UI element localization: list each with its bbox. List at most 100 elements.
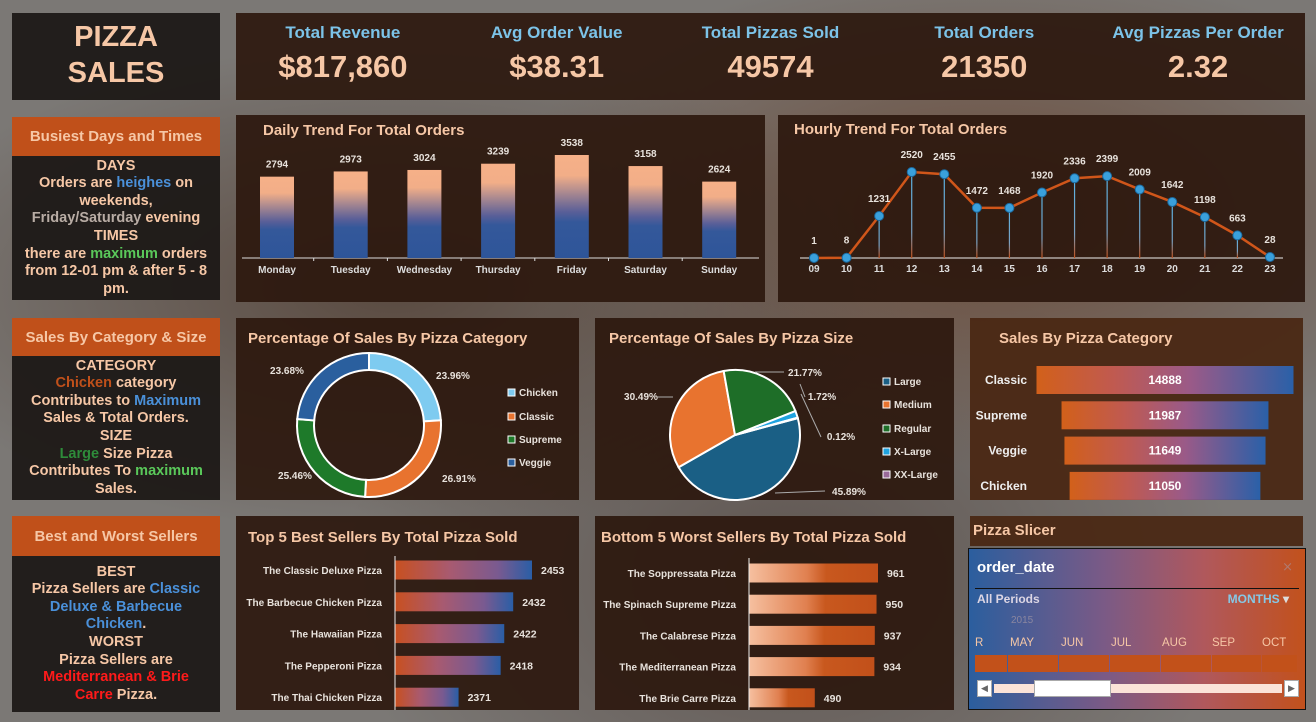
bar — [260, 176, 294, 258]
data-label: 2371 — [468, 692, 492, 704]
data-label: 8 — [844, 236, 850, 247]
time-level-dropdown[interactable]: MONTHS ▾ — [1228, 592, 1289, 606]
category-label: Veggie — [988, 444, 1027, 458]
slicer-panel-title: Pizza Slicer — [973, 522, 1056, 539]
category-donut-chart: 23.96% 26.91% 25.46% 23.68% Chicken Classic Su… — [270, 351, 562, 498]
scroll-track[interactable] — [994, 684, 1282, 693]
title-line1: PIZZA — [74, 21, 158, 53]
x-tick-label: 10 — [841, 264, 853, 275]
timeline-scrollbar[interactable]: ◀ ▶ — [977, 680, 1299, 697]
donut-slice — [296, 417, 368, 498]
category-label: The Barbecue Chicken Pizza — [246, 598, 382, 609]
drop-line — [943, 174, 945, 258]
category-label: The Mediterranean Pizza — [619, 663, 736, 674]
category-label: Classic — [985, 373, 1027, 387]
bar — [395, 592, 514, 612]
title-line2: SALES — [67, 57, 165, 89]
drop-line — [976, 207, 978, 258]
month-label: MAY — [1010, 637, 1035, 649]
insight-line: Sales. — [12, 481, 220, 499]
legend-swatch — [882, 400, 891, 409]
data-point — [971, 202, 982, 213]
bar — [554, 155, 589, 258]
insight-text: Friday/Saturday — [31, 210, 142, 227]
insight-line: Deluxe & Barbecue — [12, 599, 220, 617]
kpi-card: Avg Order Value $38.31 — [450, 13, 664, 100]
data-label: 3024 — [413, 153, 436, 164]
x-tick-label: Saturday — [624, 265, 667, 276]
clear-filter-icon[interactable]: ⨯ — [1282, 559, 1293, 574]
insight-text: category — [111, 375, 177, 392]
month-label: R — [975, 637, 984, 649]
chart-title: Bottom 5 Worst Sellers By Total Pizza So… — [601, 529, 907, 546]
pie-slice — [734, 416, 800, 436]
category-label: Chicken — [980, 479, 1027, 493]
insight-text: Deluxe & Barbecue — [49, 598, 183, 615]
data-label: 11050 — [1149, 479, 1182, 493]
month-tile[interactable] — [975, 655, 1007, 672]
x-tick-label: Thursday — [476, 265, 521, 276]
insight-text: heighes — [116, 175, 172, 192]
scroll-thumb[interactable] — [1034, 680, 1111, 697]
legend-label: XX-Large — [894, 470, 938, 481]
data-label: 3239 — [487, 147, 510, 158]
month-label: OCT — [1262, 637, 1287, 649]
x-tick-label: Friday — [557, 265, 587, 276]
category-label: The Soppressata Pizza — [628, 569, 737, 580]
insight-line: Pizza Sellers are — [12, 652, 220, 670]
insight-text: Chicken — [55, 375, 112, 392]
data-label: 1198 — [1194, 195, 1216, 206]
insight-text: Pizza Sellers are — [59, 651, 173, 668]
kpi-label: Total Revenue — [285, 23, 401, 42]
category-label: The Classic Deluxe Pizza — [263, 566, 382, 577]
daily-trend-panel: Daily Trend For Total Orders 2794 Monday 2… — [236, 115, 765, 302]
data-point — [939, 169, 950, 180]
x-tick-label: 11 — [874, 264, 885, 275]
bar — [407, 169, 442, 258]
data-label: 2520 — [901, 150, 924, 161]
slicer-field-name: order_date — [977, 559, 1055, 576]
category-label: The Brie Carre Pizza — [639, 694, 736, 705]
insight-text: from 12-01 pm & after 5 - 8 — [24, 263, 208, 280]
drop-line — [1106, 176, 1108, 258]
insight-text: Mediterranean & Brie — [43, 669, 189, 686]
insight-text: DAYS — [96, 157, 136, 174]
data-label: 23.68% — [270, 366, 304, 377]
order-date-slicer[interactable]: order_date ⨯ All Periods MONTHS ▾ 2015 R… — [968, 548, 1306, 710]
legend-label: Classic — [519, 412, 554, 423]
kpi-value: 21350 — [941, 49, 1028, 84]
data-point — [1102, 171, 1113, 182]
data-label: 1.72% — [808, 392, 836, 403]
kpi-value: $817,860 — [278, 49, 408, 84]
scroll-left-arrow[interactable]: ◀ — [977, 680, 992, 697]
x-tick-label: Monday — [258, 265, 296, 276]
pie-slice — [669, 369, 737, 469]
hourly-trend-chart: 1098101231112520122455131472141468151920… — [800, 150, 1283, 275]
legend-swatch — [507, 412, 516, 421]
data-point — [1004, 202, 1015, 213]
scroll-right-arrow[interactable]: ▶ — [1284, 680, 1299, 697]
legend-label: Medium — [894, 400, 932, 411]
drop-line — [1139, 189, 1141, 258]
month-tile[interactable] — [1059, 655, 1109, 672]
insight-text: SIZE — [99, 428, 133, 444]
chart-title: Percentage Of Sales By Pizza Size — [609, 330, 854, 347]
insight-line: Sales & Total Orders. — [12, 410, 220, 428]
insight-text: Carre — [74, 686, 113, 703]
month-tile[interactable] — [1007, 655, 1059, 672]
x-tick-label: 23 — [1264, 264, 1276, 275]
month-tile[interactable] — [1211, 655, 1262, 672]
month-tile[interactable] — [1161, 655, 1211, 672]
bar — [749, 563, 878, 583]
month-tile[interactable] — [1262, 655, 1297, 672]
pie-slice — [722, 369, 797, 437]
donut-slice — [364, 419, 442, 498]
category-funnel-chart: 14888 Classic 11987 Supreme 11649 Veggie 11050… — [976, 366, 1294, 500]
drop-line — [878, 215, 880, 258]
month-label: JUN — [1061, 637, 1084, 649]
chart-title: Daily Trend For Total Orders — [263, 122, 465, 139]
x-tick-label: 22 — [1232, 264, 1244, 275]
drop-line — [911, 172, 913, 258]
time-level-value: MONTHS — [1227, 592, 1280, 606]
month-tile[interactable] — [1109, 655, 1161, 672]
